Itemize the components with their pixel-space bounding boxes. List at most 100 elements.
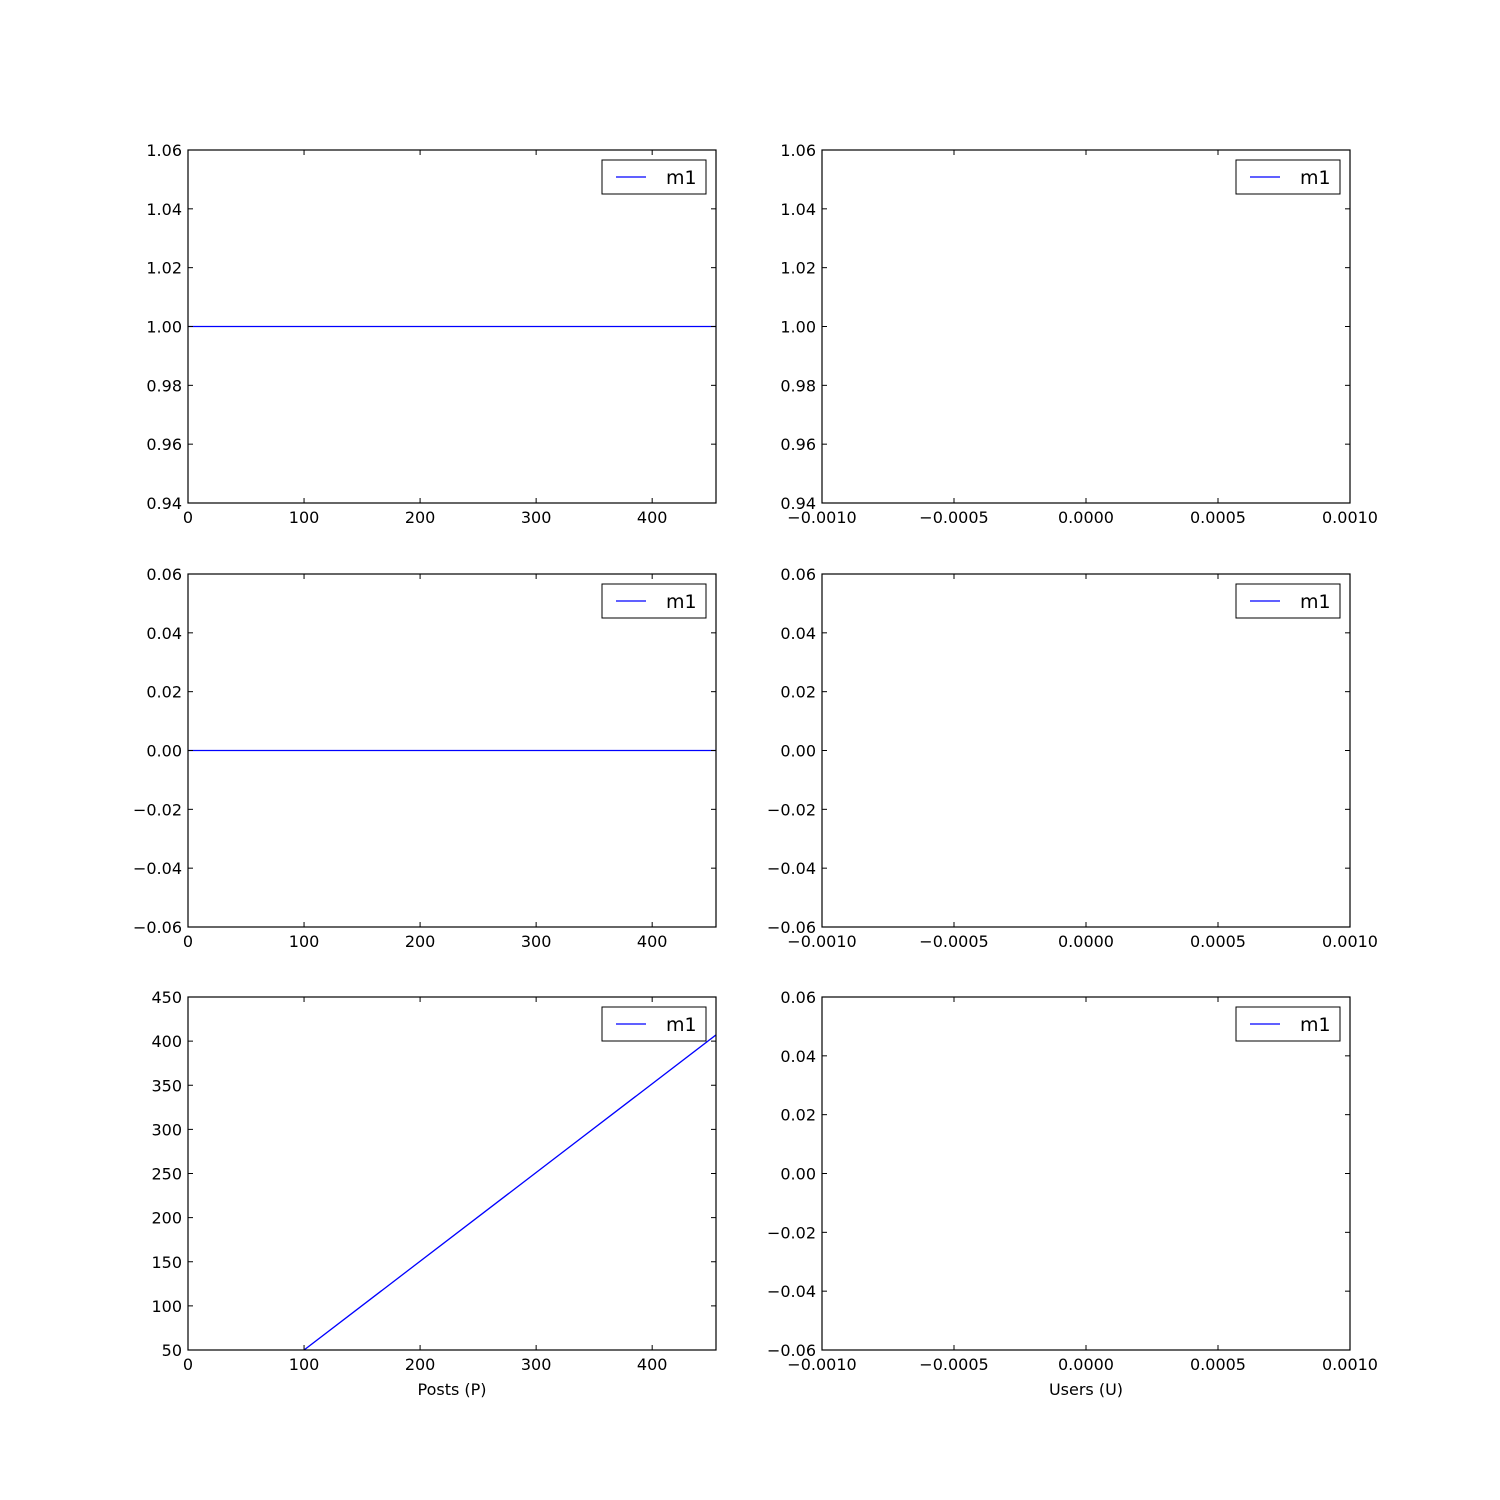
y-tick-label: 400 [151,1032,182,1051]
y-tick-label: 300 [151,1120,182,1139]
y-tick-label: 200 [151,1209,182,1228]
y-tick-label: 0.96 [146,435,182,454]
y-tick-label: 0.04 [780,624,816,643]
x-tick-label: 0.0000 [1058,1355,1114,1374]
legend: m1 [601,583,707,619]
y-tick-label: 1.02 [780,259,816,278]
y-tick-label: 0.02 [780,683,816,702]
y-tick-label: 0.98 [780,376,816,395]
x-tick-label: 0.0000 [1058,932,1114,951]
x-tick-label: 300 [521,508,552,527]
legend-label: m1 [1300,591,1331,613]
x-axis-label: Posts (P) [417,1380,486,1399]
y-tick-label: −0.06 [767,1341,816,1360]
y-tick-label: 0.94 [780,494,816,513]
subplot-6: −0.0010 −0.0005 0.0000 0.0005 0.0010 −0.06 −0.… [767,988,1378,1399]
y-tick-label: 150 [151,1253,182,1272]
y-tick-label: 0.96 [780,435,816,454]
legend-label: m1 [666,1014,697,1036]
y-tick-label: 0.00 [146,742,182,761]
y-tick-label: −0.02 [133,800,182,819]
x-tick-label: 200 [405,508,436,527]
y-tick-label: 0.00 [780,1165,816,1184]
x-tick-label: 100 [289,508,320,527]
x-axis-label: Users (U) [1049,1380,1123,1399]
subplot-2: −0.0010 −0.0005 0.0000 0.0005 0.0010 0.94 0.96… [780,141,1378,527]
legend: m1 [1235,583,1341,619]
x-tick-label: 0.0005 [1190,932,1246,951]
y-tick-label: 0.06 [146,565,182,584]
legend: m1 [601,159,707,195]
legend-label: m1 [666,167,697,189]
y-tick-label: 250 [151,1165,182,1184]
x-tick-label: 100 [289,1355,320,1374]
y-tick-label: −0.06 [767,918,816,937]
axes-frame [821,149,1351,504]
y-tick-label: 0.02 [780,1106,816,1125]
axes-frame [187,149,717,504]
y-tick-label: 50 [162,1341,182,1360]
subplot-5: 0 100 200 300 400 50 100 150 200 250 300 350 400 450 P… [151,988,717,1399]
series-line-1 [303,1034,716,1350]
subplot-1: 0 100 200 300 400 0.94 0.96 0.98 1.00 1.02 1.04 1.0… [146,141,717,527]
x-tick-label: 100 [289,932,320,951]
x-tick-label: 400 [637,508,668,527]
x-tick-label: 0.0010 [1322,1355,1378,1374]
y-tick-label: 0.04 [780,1047,816,1066]
x-tick-label: −0.0010 [787,1355,856,1374]
y-tick-label: 1.06 [146,141,182,160]
legend-box [601,1006,707,1042]
x-tick-label: 400 [637,932,668,951]
axes-frame [821,996,1351,1351]
x-tick-label: 0.0010 [1322,932,1378,951]
x-tick-label: 0.0000 [1058,508,1114,527]
x-tick-label: −0.0010 [787,508,856,527]
y-tick-label: 1.04 [146,200,182,219]
x-tick-label: 200 [405,932,436,951]
subplot-3: 0 100 200 300 400 −0.06 −0.04 −0.02 0.00 0.02 0.04… [133,565,717,951]
y-tick-label: −0.04 [767,859,816,878]
y-tick-label: 0.04 [146,624,182,643]
legend: m1 [1235,1006,1341,1042]
x-tick-label: 0.0005 [1190,508,1246,527]
legend: m1 [601,1006,707,1042]
x-tick-label: 300 [521,1355,552,1374]
y-tick-label: −0.02 [767,1223,816,1242]
x-tick-label: −0.0005 [919,932,988,951]
x-tick-label: 400 [637,1355,668,1374]
y-tick-label: 350 [151,1076,182,1095]
y-tick-label: −0.04 [133,859,182,878]
y-tick-label: 0.06 [780,988,816,1007]
legend: m1 [1235,159,1341,195]
y-tick-label: −0.06 [133,918,182,937]
legend-label: m1 [1300,167,1331,189]
axes-frame [187,996,717,1351]
axes-frame [187,573,717,928]
y-tick-label: 1.06 [780,141,816,160]
x-tick-label: 0.0005 [1190,1355,1246,1374]
x-tick-label: 0 [183,508,193,527]
y-tick-label: 1.02 [146,259,182,278]
x-tick-label: 0 [183,932,193,951]
y-tick-label: 1.00 [780,318,816,337]
x-tick-label: −0.0010 [787,932,856,951]
subplot-4: −0.0010 −0.0005 0.0000 0.0005 0.0010 −0.06 −0.… [767,565,1378,951]
x-tick-label: −0.0005 [919,1355,988,1374]
y-tick-label: 0.98 [146,376,182,395]
y-tick-label: 0.02 [146,683,182,702]
y-tick-label: 0.00 [780,742,816,761]
y-tick-label: 1.04 [780,200,816,219]
y-tick-label: −0.02 [767,800,816,819]
x-tick-label: 0.0010 [1322,508,1378,527]
y-tick-label: 450 [151,988,182,1007]
y-tick-label: −0.04 [767,1282,816,1301]
x-tick-label: 0 [183,1355,193,1374]
legend-label: m1 [666,591,697,613]
legend-label: m1 [1300,1014,1331,1036]
y-tick-label: 1.00 [146,318,182,337]
x-tick-label: 200 [405,1355,436,1374]
axes-frame [821,573,1351,928]
y-tick-label: 0.94 [146,494,182,513]
x-tick-label: −0.0005 [919,508,988,527]
